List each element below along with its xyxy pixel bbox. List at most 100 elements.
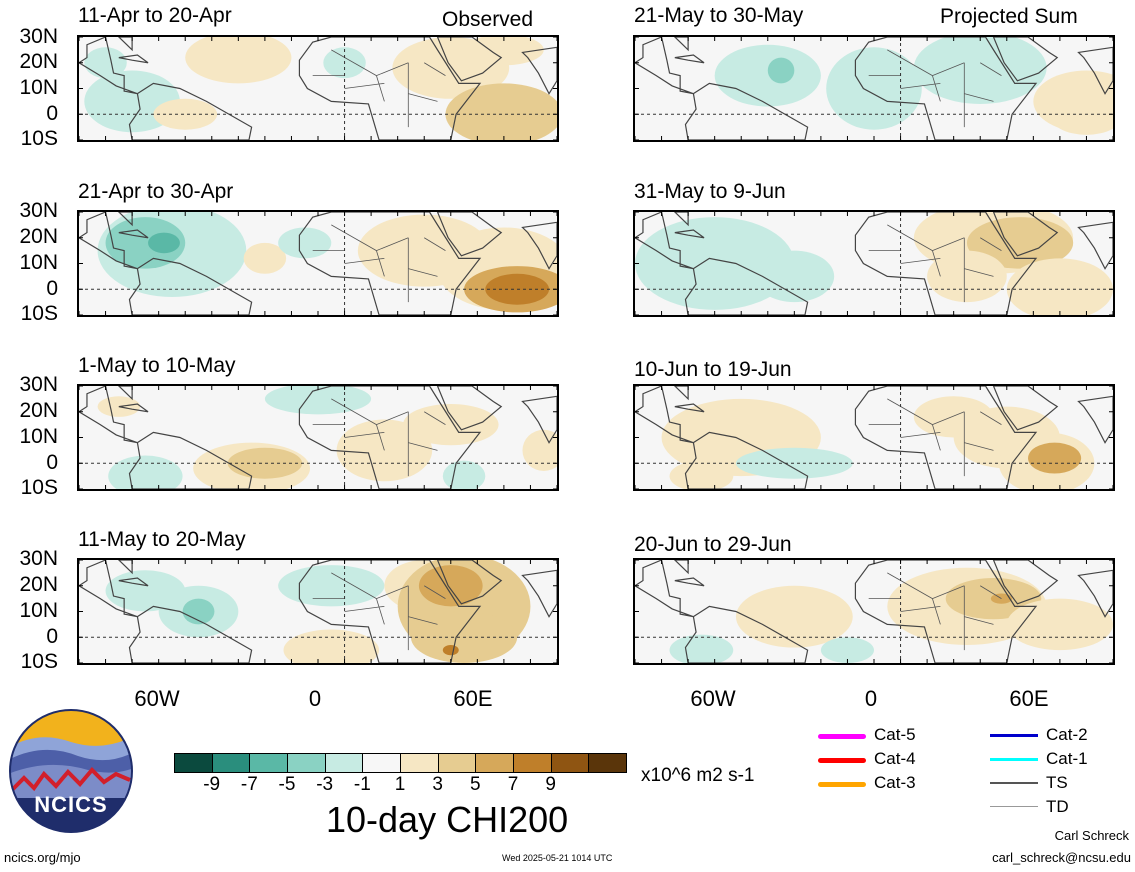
colorbar-swatch <box>362 753 401 773</box>
country-border <box>900 82 941 89</box>
panel-title-7: 10-Jun to 19-Jun <box>634 358 792 381</box>
lat-label: 0 <box>46 451 58 474</box>
country-border <box>900 605 941 612</box>
panel-title-3: 1-May to 10-May <box>78 354 236 377</box>
lon-label: 60W <box>134 686 180 711</box>
lat-label: 10N <box>19 76 58 99</box>
country-border <box>964 616 994 625</box>
land-outline <box>635 37 694 95</box>
lat-label: 0 <box>46 277 58 300</box>
panel-title-4: 11-May to 20-May <box>78 528 246 551</box>
country-border <box>376 237 409 251</box>
country-border <box>331 398 377 425</box>
panel-title-8: 20-Jun to 29-Jun <box>634 533 792 556</box>
map-canvas <box>635 212 1113 315</box>
colorbar-swatch <box>287 753 326 773</box>
colorbar-swatch <box>400 753 439 773</box>
land-outline <box>118 577 149 587</box>
land-outline <box>436 560 503 605</box>
land-outline <box>992 386 1059 431</box>
country-border <box>376 585 409 599</box>
colorbar-swatch <box>550 753 590 773</box>
lat-label: 0 <box>46 102 58 125</box>
land-outline <box>673 386 689 401</box>
land-outline <box>298 386 482 489</box>
colorbar <box>174 753 627 773</box>
lat-label: 10S <box>20 476 58 499</box>
land-outline <box>117 212 133 227</box>
land-outline <box>521 46 557 95</box>
footer-url[interactable]: ncics.org/mjo <box>4 850 81 865</box>
colorbar-swatch <box>588 753 627 773</box>
anomaly-contour <box>714 44 821 107</box>
anomaly-contour <box>418 565 483 607</box>
lat-label: 10N <box>19 425 58 448</box>
country-border <box>887 398 933 425</box>
country-border <box>932 585 965 599</box>
land-outline <box>436 212 503 257</box>
anomaly-contour <box>442 460 486 489</box>
country-border <box>376 250 385 277</box>
footer-timestamp: Wed 2025-05-21 1014 UTC <box>502 853 613 863</box>
country-border <box>932 598 941 625</box>
country-border <box>331 572 377 599</box>
anomaly-contour <box>283 629 380 663</box>
country-border <box>964 442 994 451</box>
anomaly-contour <box>669 460 734 489</box>
anomaly-contour <box>148 232 180 254</box>
land-outline <box>128 431 253 489</box>
country-border <box>980 237 1002 251</box>
land-outline <box>674 229 705 239</box>
lat-label: 20N <box>19 573 58 596</box>
land-outline <box>1077 569 1113 618</box>
anomaly-contour <box>669 634 734 663</box>
storm-key-line <box>990 782 1038 784</box>
land-outline <box>992 560 1059 605</box>
colorbar-swatch <box>513 753 552 773</box>
country-border <box>900 431 941 438</box>
colorbar-tick-label: -3 <box>316 774 334 795</box>
land-outline <box>1077 395 1113 444</box>
anomaly-contour <box>1028 442 1082 474</box>
anomaly-contour <box>105 217 186 269</box>
colorbar-swatch <box>437 753 477 773</box>
land-outline <box>854 37 1038 140</box>
lon-label: 60E <box>1009 686 1049 711</box>
map-canvas <box>79 37 557 140</box>
country-border <box>932 250 941 277</box>
land-outline <box>79 386 138 444</box>
country-border <box>331 49 377 76</box>
map-panel-1 <box>77 35 559 142</box>
anomaly-contour <box>464 37 544 66</box>
country-border <box>408 93 438 102</box>
logo-text: NCICS <box>34 792 108 817</box>
footer-email[interactable]: carl_schreck@ncsu.edu <box>992 850 1131 865</box>
land-outline <box>684 257 809 315</box>
storm-key-label: Cat-4 <box>874 749 916 768</box>
anomaly-contour <box>402 404 499 446</box>
colorbar-swatch <box>211 753 251 773</box>
lat-label: 10S <box>20 650 58 673</box>
land-outline <box>128 257 253 315</box>
country-border <box>408 268 438 277</box>
land-outline <box>128 605 253 663</box>
map-panel-6 <box>633 210 1115 317</box>
land-outline <box>128 82 253 140</box>
storm-key-line <box>818 758 866 763</box>
land-outline <box>117 386 133 401</box>
country-border <box>424 62 446 76</box>
anomaly-contour <box>913 396 994 438</box>
colorbar-tick-label: 7 <box>507 774 519 795</box>
country-border <box>932 424 941 451</box>
country-border <box>344 257 385 264</box>
country-border <box>932 62 965 76</box>
map-panel-2 <box>77 210 559 317</box>
colorbar-tick-label: 5 <box>470 774 481 795</box>
lat-label: 20N <box>19 50 58 73</box>
land-outline <box>674 54 705 64</box>
anomaly-contour <box>227 447 303 479</box>
colorbar-swatch <box>249 753 288 773</box>
anomaly-contour <box>966 217 1074 269</box>
country-border <box>376 598 385 625</box>
country-border <box>344 431 385 438</box>
